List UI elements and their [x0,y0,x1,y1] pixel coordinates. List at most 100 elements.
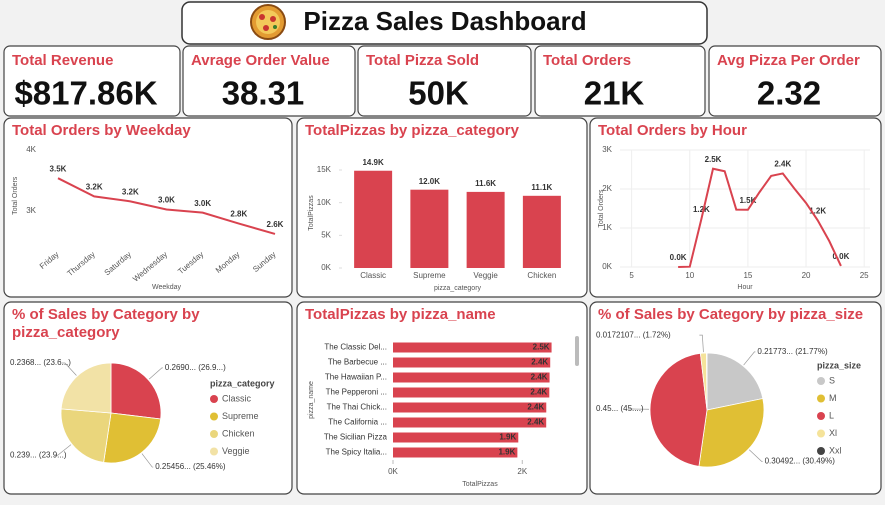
data-label: 14.9K [362,158,384,167]
y-tick-label: 3K [26,206,36,215]
y-axis-label: pizza_name [308,381,315,419]
bar [393,402,547,413]
legend-label: S [829,375,835,385]
data-label: 0.30492... (30.49%) [765,457,836,466]
bar [393,342,552,353]
x-tick-label: 5 [629,271,634,280]
kpi-label: Total Pizza Sold [366,52,479,69]
chart-title: TotalPizzas by pizza_name [305,306,496,323]
legend-label: M [829,393,837,403]
legend-label: Chicken [222,428,255,438]
y-tick-label: The Pepperoni ... [326,388,387,397]
dashboard-title: Pizza Sales Dashboard [303,6,586,36]
data-label: 11.6K [475,179,496,188]
data-label: 0.0172107... (1.72%) [596,330,671,339]
data-label: 0.0K [670,253,687,262]
legend-title: pizza_category [210,378,275,388]
legend-label: Xxl [829,445,842,455]
leader-line [141,453,154,468]
data-label: 0.21773... (21.77%) [757,347,828,356]
legend-swatch [817,377,825,385]
data-label: 3.2K [122,187,139,196]
kpi-label: Avrage Order Value [191,52,330,69]
data-label: 3.0K [194,199,211,208]
legend-label: Veggie [222,446,250,456]
chart-title-box: Total Orders by Weekday [12,122,191,139]
y-axis-label: Total Orders [598,189,605,228]
bar [393,357,551,368]
pie-slice [698,398,765,468]
pie-slice [103,412,162,464]
data-label: 2.4K [530,388,547,397]
line [678,167,842,268]
x-tick-label: Veggie [473,271,498,280]
kpi-card [182,45,356,117]
pie-slice [110,362,162,420]
data-label: 1.9K [499,433,516,442]
legend-swatch [817,447,825,455]
kpi-card [534,45,706,117]
data-label: 2.4K [531,358,548,367]
x-tick-label: 2K [517,467,527,476]
x-tick-label: 0K [388,467,398,476]
leader-line [61,362,77,376]
kpi-label: Avg Pizza Per Order [717,52,860,69]
y-tick-label: 3K [602,145,612,154]
y-tick-label: The California ... [328,418,387,427]
y-tick-label: 0K [602,262,612,271]
y-tick-label: The Hawaiian P... [325,373,387,382]
legend-swatch [210,395,218,403]
kpi-value: 50K [408,75,469,112]
y-tick-label: The Classic Del... [324,343,387,352]
pie-slice [649,352,708,467]
kpi-card [708,45,882,117]
data-label: 2.4K [527,418,544,427]
bar [466,191,505,268]
chart-title: % of Sales by Category by pizza_size [598,306,864,323]
y-tick-label: 5K [321,230,331,239]
x-axis-label: Hour [737,284,753,291]
legend-label: Classic [222,393,252,403]
kpi-value: 2.32 [757,75,821,112]
data-label: 2.5K [533,343,550,352]
line [57,177,276,235]
chart-title-box: % of Sales by Category by pizza_size [598,306,864,323]
y-tick-label: 15K [317,165,332,174]
scrollbar [575,336,579,366]
data-label: 1.2K [693,205,710,214]
data-label: 0.239... (23.9...) [10,450,67,459]
data-label: 12.0K [419,177,441,186]
pie-slice [60,362,112,414]
leader-line [699,334,704,353]
x-tick-label: 15 [743,271,752,280]
bar [393,432,519,443]
data-label: 0.0K [832,252,849,261]
data-label: 0.2690... (26.9...) [165,363,226,372]
kpi-card [3,45,181,117]
chart-title: % of Sales by Category by pizza_category [12,306,200,341]
pizza-icon [250,4,286,40]
bar [393,417,547,428]
legend-title: pizza_size [817,360,861,370]
header-box [181,1,708,45]
chart-title: Total Orders by Hour [598,122,747,139]
data-label: 0.2368... (23.6...) [10,358,71,367]
bar [393,447,518,458]
x-tick-label: Chicken [527,271,556,280]
leader-line [148,367,163,380]
chart-panel [3,117,293,298]
kpi-value: 38.31 [222,75,305,112]
x-tick-label: 25 [860,271,869,280]
leader-line [743,351,756,366]
data-label: 1.9K [498,448,515,457]
bar [410,189,449,268]
pie-slice [706,352,764,411]
y-tick-label: 4K [26,145,36,154]
kpi-value: 21K [584,75,645,112]
y-axis-label: TotalPizzas [308,195,315,231]
bar [354,170,393,268]
legend-swatch [210,447,218,456]
chart-title-box: TotalPizzas by pizza_category [305,122,519,139]
legend-label: Xl [829,428,837,438]
